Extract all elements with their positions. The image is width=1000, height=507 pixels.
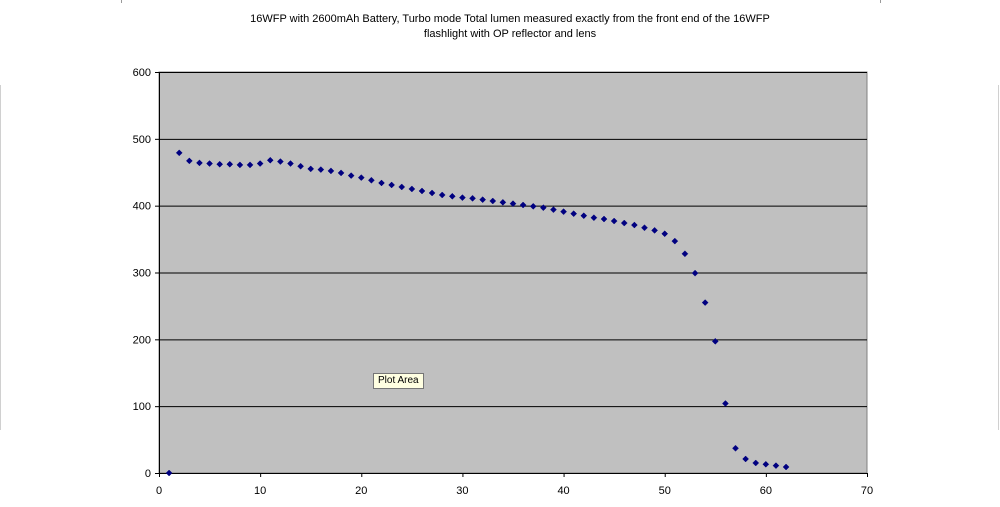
data-point [317,166,325,173]
data-point [236,161,244,169]
x-tick-label-40: 40 [557,485,569,497]
y-tick-label-100: 100 [133,401,151,413]
data-point [469,194,476,202]
data-point [641,224,648,232]
data-point [550,206,557,214]
y-tick-label-400: 400 [133,201,151,213]
data-point [266,156,274,164]
data-point [327,167,335,175]
data-point [722,400,729,407]
data-point [580,212,588,220]
data-point [307,165,315,173]
data-point [459,194,466,202]
y-tick-labels: 0 100 200 300 400 500 600 [133,67,151,480]
data-point [600,215,608,223]
frame-edge-top-right [880,0,881,3]
x-tick-labels: 0 10 20 30 40 50 60 70 [156,485,873,497]
data-point [509,200,517,208]
data-point [782,463,790,471]
data-point [398,183,406,191]
data-point [539,204,547,212]
data-point [277,158,284,165]
data-point [246,161,254,169]
data-point [651,227,658,234]
data-point [337,169,345,177]
data-points [165,149,790,477]
x-tick-label-50: 50 [659,485,671,497]
data-point [620,219,628,227]
data-point [256,160,264,167]
data-point [438,191,446,199]
data-point [742,455,749,463]
x-tick-label-0: 0 [156,485,162,497]
data-point [732,444,739,452]
data-point [519,201,527,209]
x-tick-label-30: 30 [456,485,468,497]
y-tick-label-200: 200 [133,334,151,346]
data-point [691,269,699,277]
data-point [226,160,234,168]
data-point [428,189,436,197]
data-point [560,208,567,216]
data-point [206,160,213,167]
frame-edge-right [998,85,999,430]
data-point [347,172,355,179]
x-tick-label-60: 60 [760,485,772,497]
y-tick-label-0: 0 [145,468,151,480]
data-point [499,198,507,206]
frame-edge-left [0,85,1,430]
data-point [631,221,638,229]
axes [155,72,868,477]
y-tick-label-300: 300 [133,268,151,280]
chart-title: 16WFP with 2600mAh Battery, Turbo mode T… [200,12,820,42]
data-point [752,459,760,467]
x-tick-label-70: 70 [861,485,873,497]
data-point [196,159,203,167]
data-point [681,250,689,258]
frame-edge-top-left [121,0,122,3]
plot-area-tooltip: Plot Area [373,373,424,389]
data-point [368,176,375,184]
data-point [297,162,304,170]
data-point [772,462,780,470]
data-point [408,185,416,193]
y-tick-label-600: 600 [133,67,151,79]
data-point [378,179,385,187]
data-point [762,460,770,468]
data-point [216,160,224,168]
data-point [590,214,598,222]
x-tick-label-20: 20 [355,485,367,497]
data-point [489,197,497,205]
data-point [479,196,487,204]
data-point [448,192,456,200]
data-point [711,337,719,345]
data-point [287,160,294,167]
data-point [418,187,426,195]
data-point [357,174,365,181]
data-point [661,230,669,238]
y-tick-label-500: 500 [133,134,151,146]
data-point [185,157,193,165]
data-point [671,237,679,245]
data-point [610,217,618,225]
x-tick-label-10: 10 [254,485,266,497]
data-point [701,299,709,306]
chart-title-line-1: 16WFP with 2600mAh Battery, Turbo mode T… [250,13,770,25]
data-point [570,210,578,218]
data-point [388,181,395,189]
data-point [529,202,537,210]
data-point [165,469,173,477]
chart-title-line-2: flashlight with OP reflector and lens [423,28,597,40]
data-point [175,149,183,157]
